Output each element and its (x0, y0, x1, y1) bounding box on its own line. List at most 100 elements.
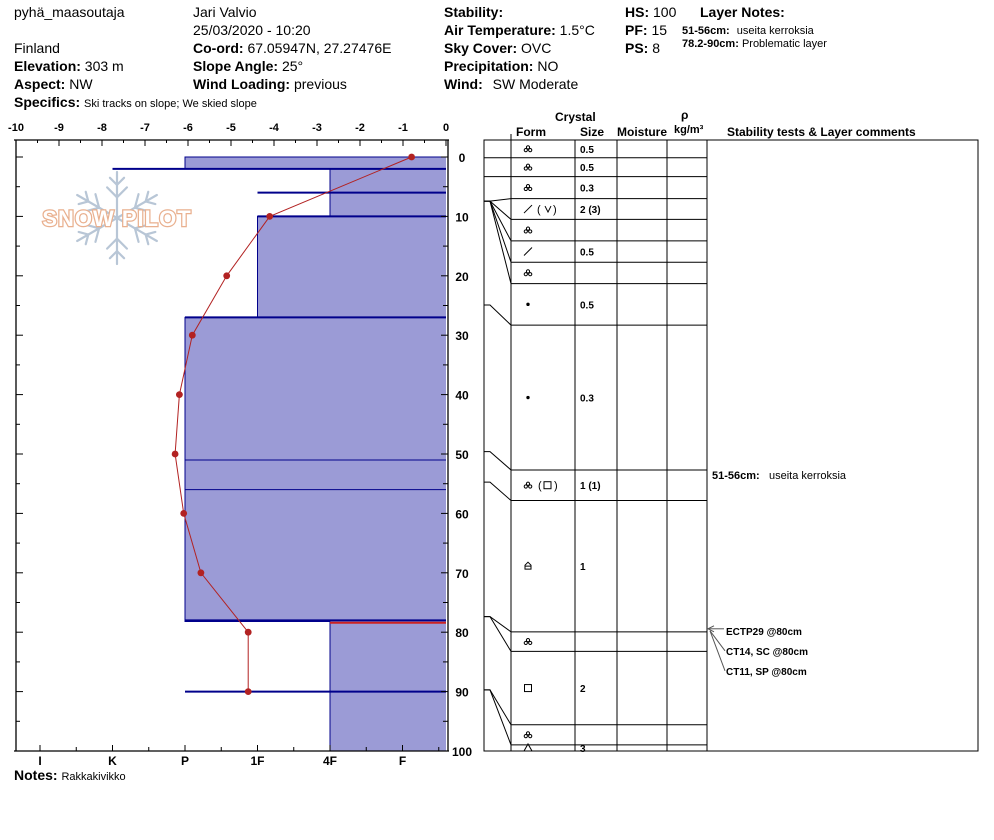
hs: HS: 100 (625, 4, 676, 20)
coord-label: Co-ord: (193, 40, 244, 56)
temp-tick-label: -9 (54, 122, 64, 134)
datetime: 25/03/2020 - 10:20 (193, 22, 311, 38)
country: Finland (14, 40, 60, 56)
snowflake-branch (108, 250, 119, 260)
decomposing-icon (523, 145, 533, 153)
pf: PF: 15 (625, 22, 667, 38)
snowflake-branch (77, 230, 90, 236)
symbol-circle (528, 166, 533, 171)
specifics: Specifics: Ski tracks on slope; We skied… (14, 94, 257, 111)
hardness-tick-label: K (108, 754, 117, 768)
pf-label: PF: (625, 22, 648, 38)
layer-size: 2 (580, 684, 586, 695)
symbol-circle (525, 163, 531, 168)
aspect-value: NW (69, 76, 93, 92)
depth-connector-line (484, 200, 512, 220)
precip-faceted-icon (523, 204, 552, 214)
depth-connector-line (484, 481, 512, 501)
hardness-profile (184, 156, 446, 752)
hardness-tick-label: P (181, 754, 189, 768)
hardness-tick-label: F (399, 754, 406, 768)
symbol-stroke (544, 205, 552, 214)
ps-label: PS: (625, 40, 649, 56)
pf-value: 15 (651, 22, 668, 38)
snowflake-branch (84, 190, 90, 203)
layer-note: 51-56cm: useita kerroksia (682, 25, 814, 37)
layer-note-range: 51-56cm: (682, 25, 730, 37)
layer-note: 78.2-90cm: Problematic layer (682, 38, 827, 50)
depth-tick-label: 100 (452, 745, 472, 759)
symbol-stroke (524, 561, 532, 570)
size-header: Size (580, 125, 605, 139)
snowflake-branch (115, 186, 128, 199)
layer-note-text: useita kerroksia (736, 25, 814, 37)
symbol-circle (525, 226, 531, 231)
layer-size: 0.3 (580, 394, 594, 405)
snowflake-branch (115, 250, 126, 260)
snowflake-branch (106, 186, 119, 199)
layer-size: 1 (580, 562, 586, 573)
snowflake-branch (144, 190, 150, 203)
depth-tick-label: 60 (455, 507, 469, 521)
symbol-stroke (523, 204, 533, 214)
symbol-circle (528, 148, 533, 153)
snowflake-branch (115, 237, 128, 250)
layer-note-text: Problematic layer (741, 38, 827, 50)
temperature-point (223, 272, 231, 280)
precipitation: Precipitation: NO (444, 58, 558, 74)
decomposing-icon (523, 184, 533, 192)
depth-tick-label: 40 (455, 389, 469, 403)
hs-value: 100 (653, 4, 677, 20)
elevation: Elevation: 303 m (14, 58, 124, 74)
layer-notes-title: Layer Notes: (700, 4, 785, 20)
snowflake-branch (108, 176, 119, 186)
rho-header: ρ (681, 108, 689, 122)
hardness-tick-label: I (38, 754, 41, 768)
snowflake-branch (133, 193, 140, 209)
stability-test-label: CT11, SP @80cm (726, 667, 807, 678)
temp-tick-label: -6 (183, 122, 193, 134)
temp-tick-label: -3 (312, 122, 322, 134)
stability-tests-header: Stability tests & Layer comments (727, 125, 916, 139)
snowflake-arm (76, 193, 119, 220)
temp-tick-label: -7 (140, 122, 150, 134)
specifics-label: Specifics: (14, 94, 81, 110)
depth-tick-label: 30 (455, 329, 469, 343)
hardness-tick-label: 4F (323, 754, 337, 768)
layer-size: 0.5 (580, 145, 594, 156)
symbol-circle (523, 229, 528, 234)
snowflake-arm (115, 216, 158, 243)
depth-connector-line (484, 689, 512, 725)
depth-tick-label: 10 (455, 210, 469, 224)
decomposing-icon (523, 269, 533, 277)
layer-table: 0.5 0.5 0.3 () 2 (3) 0.5 0.5 0.3 () 1 (1) 1 2 3 (483, 134, 979, 755)
decomposing-icon (523, 731, 533, 739)
temperature-point (244, 688, 252, 695)
depth-connector-line (484, 689, 512, 746)
aspect: Aspect: NW (14, 76, 93, 92)
temp-tick-label: -2 (355, 122, 365, 134)
symbol-circle (528, 229, 533, 234)
symbol-circle (525, 638, 531, 643)
location-name: pyhä_maasoutaja (14, 4, 125, 20)
temperature-point (244, 628, 252, 636)
temperature-point (408, 153, 415, 161)
symbol-circle (525, 184, 531, 189)
layer-size: 0.5 (580, 300, 594, 311)
layer-size: 0.5 (580, 163, 594, 174)
air-temp-label: Air Temperature: (444, 22, 556, 38)
layer-comment-range: 51-56cm: (712, 470, 760, 482)
notes: Notes: Rakkakivikko (14, 767, 126, 784)
hardness-bar (257, 216, 446, 318)
form-header: Form (516, 125, 546, 139)
depth-tick-label: 0 (459, 151, 466, 165)
depth-connector-line (484, 200, 512, 284)
air-temperature: Air Temperature: 1.5°C (444, 22, 595, 38)
notes-label: Notes: (14, 767, 58, 783)
symbol-circle (523, 272, 528, 277)
test-arrow-line (709, 630, 726, 671)
aspect-label: Aspect: (14, 76, 66, 92)
symbol-circle (528, 640, 533, 646)
symbol-circle (523, 166, 528, 171)
